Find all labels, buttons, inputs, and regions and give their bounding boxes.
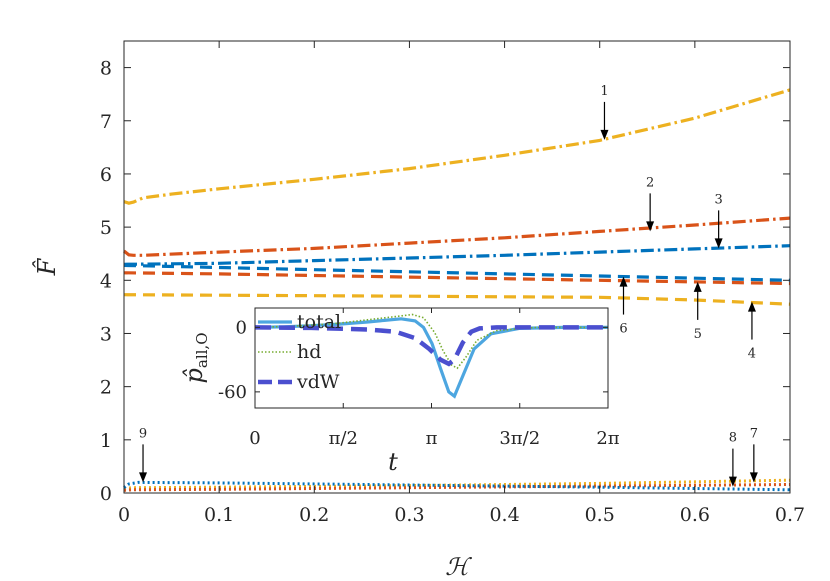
main-series-group xyxy=(123,88,791,492)
y-tick-label: 6 xyxy=(100,164,112,186)
annotation-arrow-head xyxy=(139,472,148,483)
annotation-arrow-head xyxy=(600,129,609,140)
x-axis-title: ℋ xyxy=(445,553,472,581)
inset-x-axis-title: t xyxy=(388,448,398,476)
series-line-3 xyxy=(123,244,791,266)
inset-x-tick-label: 3π/2 xyxy=(499,428,540,449)
inset-series-group xyxy=(254,313,608,399)
annotation-arrow-head xyxy=(693,281,702,292)
inset-y-tick-label: -60 xyxy=(218,382,247,403)
annotation-9: 9 xyxy=(139,426,148,483)
annotation-3: 3 xyxy=(714,192,723,249)
y-tick-label: 3 xyxy=(100,323,112,345)
x-tick-label: 0 xyxy=(118,504,130,526)
main-annotations: 1 2 3 4 5 6 78 9 xyxy=(139,84,758,487)
annotation-label: 7 xyxy=(750,426,758,441)
series-line-9 xyxy=(123,480,791,492)
inset-y-axis-title-sub: all,O xyxy=(193,333,211,369)
y-tick-label: 0 xyxy=(100,483,112,505)
annotation-4: 4 xyxy=(747,301,756,362)
y-tick-label: 4 xyxy=(100,270,112,292)
series-line-1 xyxy=(123,88,791,205)
series-line-2 xyxy=(123,216,791,257)
annotation-6: 6 xyxy=(619,276,628,337)
x-tick-label: 0.2 xyxy=(299,504,329,526)
annotation-arrow-head xyxy=(747,301,756,312)
y-axis-title: F̂ xyxy=(33,257,61,276)
inset-x-tick-label: 2π xyxy=(596,428,619,449)
annotation-2: 2 xyxy=(646,175,655,232)
series-line-6 xyxy=(123,263,791,282)
annotation-8: 8 xyxy=(729,431,737,487)
legend-label-hd: hd xyxy=(297,341,321,363)
annotation-label: 8 xyxy=(729,431,737,446)
x-tick-label: 0.5 xyxy=(585,504,615,526)
annotation-arrow-head xyxy=(646,221,655,232)
x-tick-label: 0.7 xyxy=(775,504,805,526)
annotation-label: 4 xyxy=(748,347,756,362)
x-tick-label: 0.1 xyxy=(204,504,234,526)
inset-x-tick-label: π xyxy=(426,428,438,449)
annotation-arrow-head xyxy=(619,276,628,287)
x-tick-label: 0.4 xyxy=(489,504,519,526)
inset-y-axis-title-main: p̂ xyxy=(180,368,208,383)
annotation-arrow-head xyxy=(714,238,723,249)
y-tick-label: 7 xyxy=(100,111,112,133)
annotation-arrow-head xyxy=(728,476,737,487)
annotation-label: 1 xyxy=(600,84,608,99)
inset-y-axis-title: p̂all,O xyxy=(180,333,211,384)
inset-legend: total hd vdW xyxy=(258,311,341,393)
annotation-arrow-head xyxy=(749,472,758,483)
inset-chart: 0 π/2 π 3π/2 2π 0 -60 t p̂all,O total hd vdW xyxy=(180,307,620,476)
inset-x-tick-label: 0 xyxy=(249,428,260,449)
y-tick-label: 1 xyxy=(100,430,112,452)
series-line-5 xyxy=(123,271,791,286)
legend-label-vdW: vdW xyxy=(296,371,340,393)
inset-x-tick-label: π/2 xyxy=(329,428,358,449)
x-tick-label: 0.3 xyxy=(394,504,424,526)
y-tick-label: 8 xyxy=(100,58,112,80)
annotation-1: 1 xyxy=(600,84,609,140)
series-line-4 xyxy=(123,293,791,306)
annotation-label: 6 xyxy=(619,322,627,337)
legend-label-total: total xyxy=(297,311,341,333)
inset-axes: 0 π/2 π 3π/2 2π 0 -60 t p̂all,O xyxy=(180,307,620,476)
y-tick-label: 5 xyxy=(100,217,112,239)
annotation-7: 7 xyxy=(749,426,758,483)
inset-series-line-vdW xyxy=(254,325,608,367)
main-plot-frame xyxy=(123,40,791,494)
y-tick-label: 2 xyxy=(100,377,112,399)
inset-y-tick-label: 0 xyxy=(236,317,247,338)
annotation-label: 5 xyxy=(694,327,702,342)
annotation-label: 3 xyxy=(715,192,723,207)
annotation-label: 2 xyxy=(646,175,654,190)
annotation-5: 5 xyxy=(693,281,702,342)
x-tick-label: 0.6 xyxy=(680,504,710,526)
annotation-label: 9 xyxy=(139,426,147,441)
